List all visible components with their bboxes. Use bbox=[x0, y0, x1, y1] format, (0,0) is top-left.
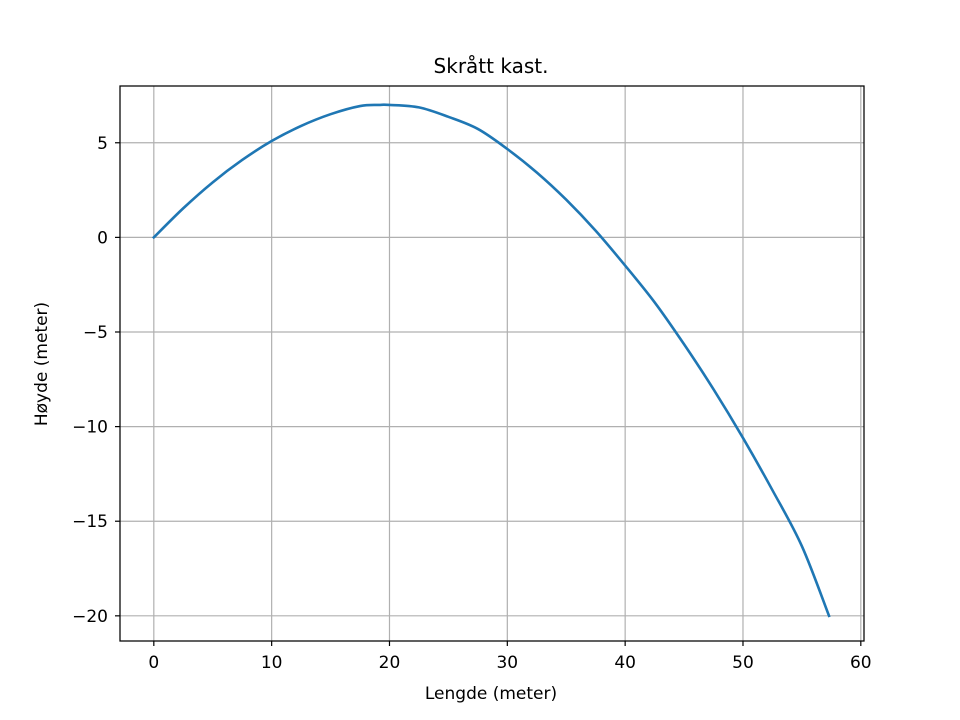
y-tick-label: −5 bbox=[83, 323, 108, 343]
x-tick-label: 50 bbox=[732, 653, 754, 673]
chart-title: Skrått kast. bbox=[434, 54, 549, 78]
y-tick-label: −20 bbox=[72, 607, 108, 627]
x-tick-label: 60 bbox=[850, 653, 872, 673]
x-tick-label: 40 bbox=[614, 653, 636, 673]
grid bbox=[120, 86, 864, 641]
y-axis-label: Høyde (meter) bbox=[32, 302, 52, 426]
trajectory-line bbox=[151, 103, 831, 618]
y-tick-label: 0 bbox=[97, 228, 108, 248]
y-axis-ticks: 5 0 −5 −10 −15 −20 bbox=[72, 134, 120, 627]
series-group bbox=[151, 103, 831, 618]
y-tick-label: −10 bbox=[72, 418, 108, 438]
y-tick-label: −15 bbox=[72, 512, 108, 532]
axes-frame bbox=[119, 85, 865, 642]
x-axis-ticks: 0 10 20 30 40 50 60 bbox=[148, 641, 872, 673]
y-tick-label: 5 bbox=[97, 134, 108, 154]
x-tick-label: 20 bbox=[379, 653, 401, 673]
x-tick-label: 10 bbox=[261, 653, 283, 673]
x-axis-label: Lengde (meter) bbox=[425, 684, 557, 704]
x-tick-label: 30 bbox=[496, 653, 518, 673]
x-tick-label: 0 bbox=[148, 653, 159, 673]
